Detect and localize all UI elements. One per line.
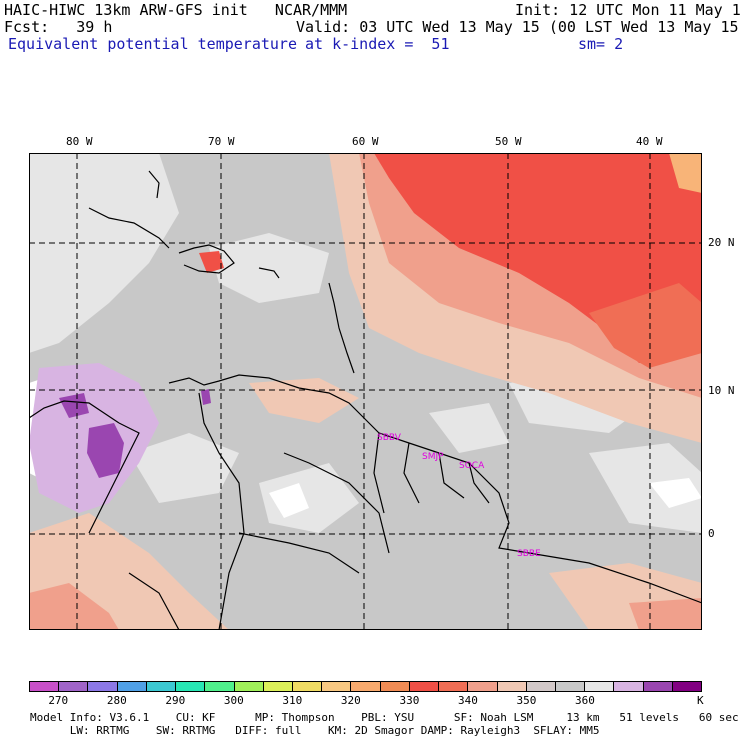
station-soca: SOCA: [459, 461, 485, 471]
lon-label-40w: 40 W: [636, 135, 663, 148]
red-orange-region: [589, 283, 702, 368]
colorbar-swatch: [88, 682, 118, 691]
lon-label-70w: 70 W: [208, 135, 235, 148]
colorbar-swatch: [234, 682, 264, 691]
purple-region: [59, 389, 211, 478]
header-field-name: Equivalent potential temperature: [8, 35, 297, 53]
lat-label-10n: 10 N: [708, 384, 735, 397]
lon-label-60w: 60 W: [352, 135, 379, 148]
header-model-title: HAIC-HIWC 13km ARW-GFS init NCAR/MMM: [4, 1, 348, 19]
station-sbbv: SBBV: [377, 433, 402, 443]
colorbar-swatch: [468, 682, 498, 691]
colorbar-tick-label: 280: [106, 694, 127, 707]
colorbar-tick-label: 290: [165, 694, 186, 707]
header-init-time: Init: 12 UTC Mon 11 May 15: [515, 1, 740, 19]
colorbar-swatch: [497, 682, 527, 691]
colorbar-tick-label: 350: [516, 694, 537, 707]
header-forecast-hour: Fcst: 39 h: [4, 18, 113, 36]
lat-lon-grid: [29, 153, 702, 630]
colorbar-swatch: [614, 682, 644, 691]
colorbar-swatch: [146, 682, 177, 691]
colorbar-swatch: [322, 682, 352, 691]
header-smoothing: sm= 2: [578, 35, 624, 53]
lat-label-0: 0: [708, 527, 715, 540]
colorbar-tick-label: 360: [575, 694, 595, 707]
footer-physics-info: LW: RRTMG SW: RRTMG DIFF: full KM: 2D Sm…: [30, 724, 600, 737]
colorbar-swatch: [176, 682, 206, 691]
lat-label-20n: 20 N: [708, 236, 735, 249]
header-valid-time: Valid: 03 UTC Wed 13 May 15 (00 LST Wed …: [296, 18, 740, 36]
header-level: at k-index = 51: [305, 35, 450, 53]
colorbar-unit: K: [697, 694, 704, 707]
colorbar-swatch: [643, 682, 673, 691]
colorbar-tick-label: 300: [223, 694, 244, 707]
colorbar-swatch: [555, 682, 586, 691]
colorbar-tick-label: 270: [48, 694, 69, 707]
lon-label-50w: 50 W: [495, 135, 522, 148]
footer-model-info: Model Info: V3.6.1 CU: KF MP: Thompson P…: [30, 711, 739, 724]
orange-patch: [669, 153, 702, 193]
colorbar-swatch: [117, 682, 147, 691]
coastlines: [29, 170, 702, 630]
colorbar-tick-label: 310: [282, 694, 303, 707]
colorbar-swatch: [380, 682, 410, 691]
colorbar-swatch: [526, 682, 556, 691]
station-smjp: SMJP: [422, 452, 444, 462]
colorbar-swatch: [585, 682, 615, 691]
colorbar-swatch: [30, 682, 60, 691]
colorbar-swatch: [292, 682, 323, 691]
theta-e-map: SBBV SMJP SOCA SBBE: [29, 153, 702, 630]
colorbar-tick-label: 340: [457, 694, 478, 707]
colorbar-tick-label: 320: [340, 694, 361, 707]
station-sbbe: SBBE: [517, 549, 541, 559]
colorbar-swatch: [439, 682, 469, 691]
colorbar-swatch: [672, 682, 702, 691]
colorbar-swatch: [263, 682, 293, 691]
map-frame: [29, 153, 702, 630]
colorbar: [29, 681, 702, 692]
colorbar-swatch: [409, 682, 440, 691]
colorbar-swatch: [205, 682, 235, 691]
colorbar-tick-label: 330: [399, 694, 420, 707]
colorbar-swatch: [351, 682, 381, 691]
lon-label-80w: 80 W: [66, 135, 93, 148]
colorbar-swatch: [59, 682, 89, 691]
